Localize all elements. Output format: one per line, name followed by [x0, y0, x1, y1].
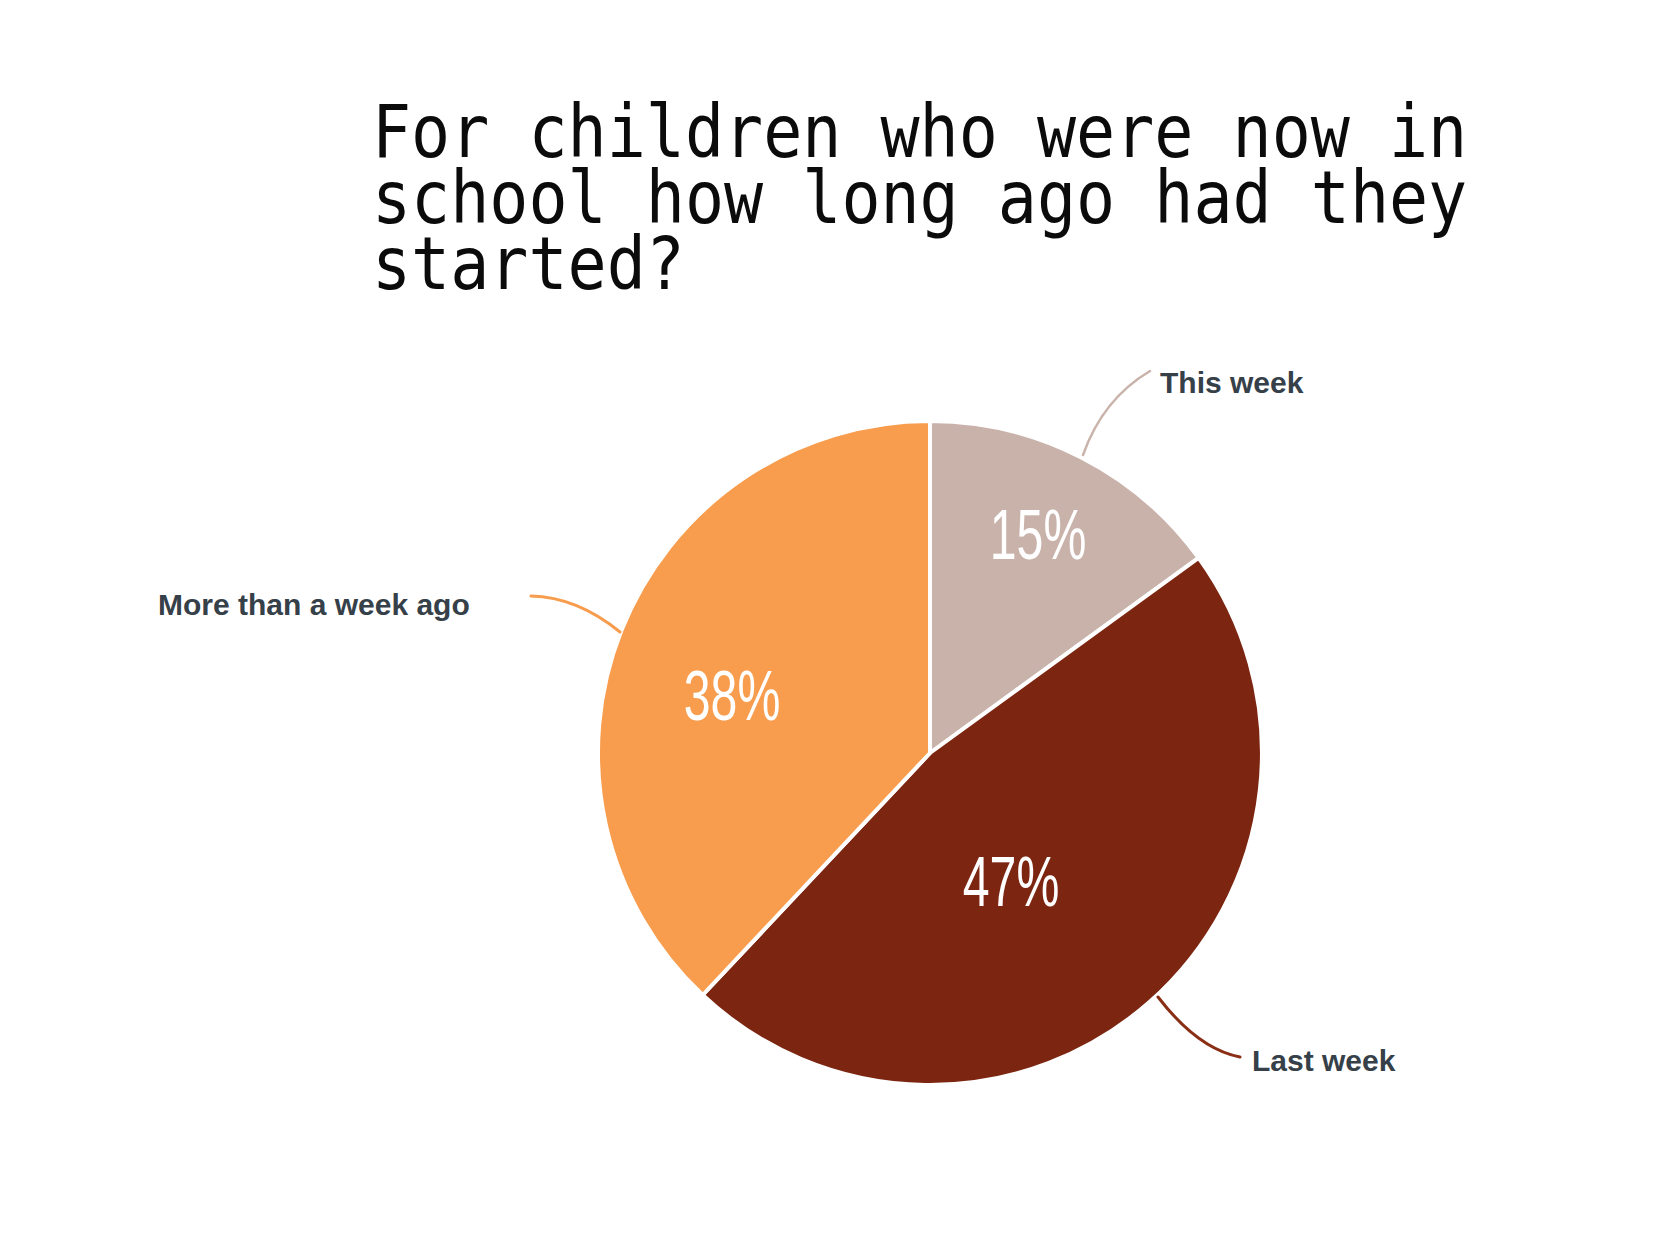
- category-label-last-week: Last week: [1252, 1044, 1395, 1078]
- percent-label-this-week: 15%: [990, 494, 1087, 574]
- category-label-more-than-a-week-ago: More than a week ago: [158, 588, 470, 622]
- percent-label-last-week: 47%: [963, 841, 1060, 921]
- pie-slices: [598, 421, 1262, 1085]
- pie-chart: 15% 47% 38%: [0, 0, 1676, 1250]
- percent-label-more-than-a-week-ago: 38%: [684, 655, 781, 735]
- pie-chart-figure: For children who were now in school how …: [0, 0, 1676, 1250]
- leader-line-this-week: [1083, 371, 1150, 455]
- category-label-this-week: This week: [1160, 366, 1303, 400]
- leader-line-last-week: [1158, 997, 1240, 1057]
- leader-line-more-than-a-week-ago: [531, 596, 620, 632]
